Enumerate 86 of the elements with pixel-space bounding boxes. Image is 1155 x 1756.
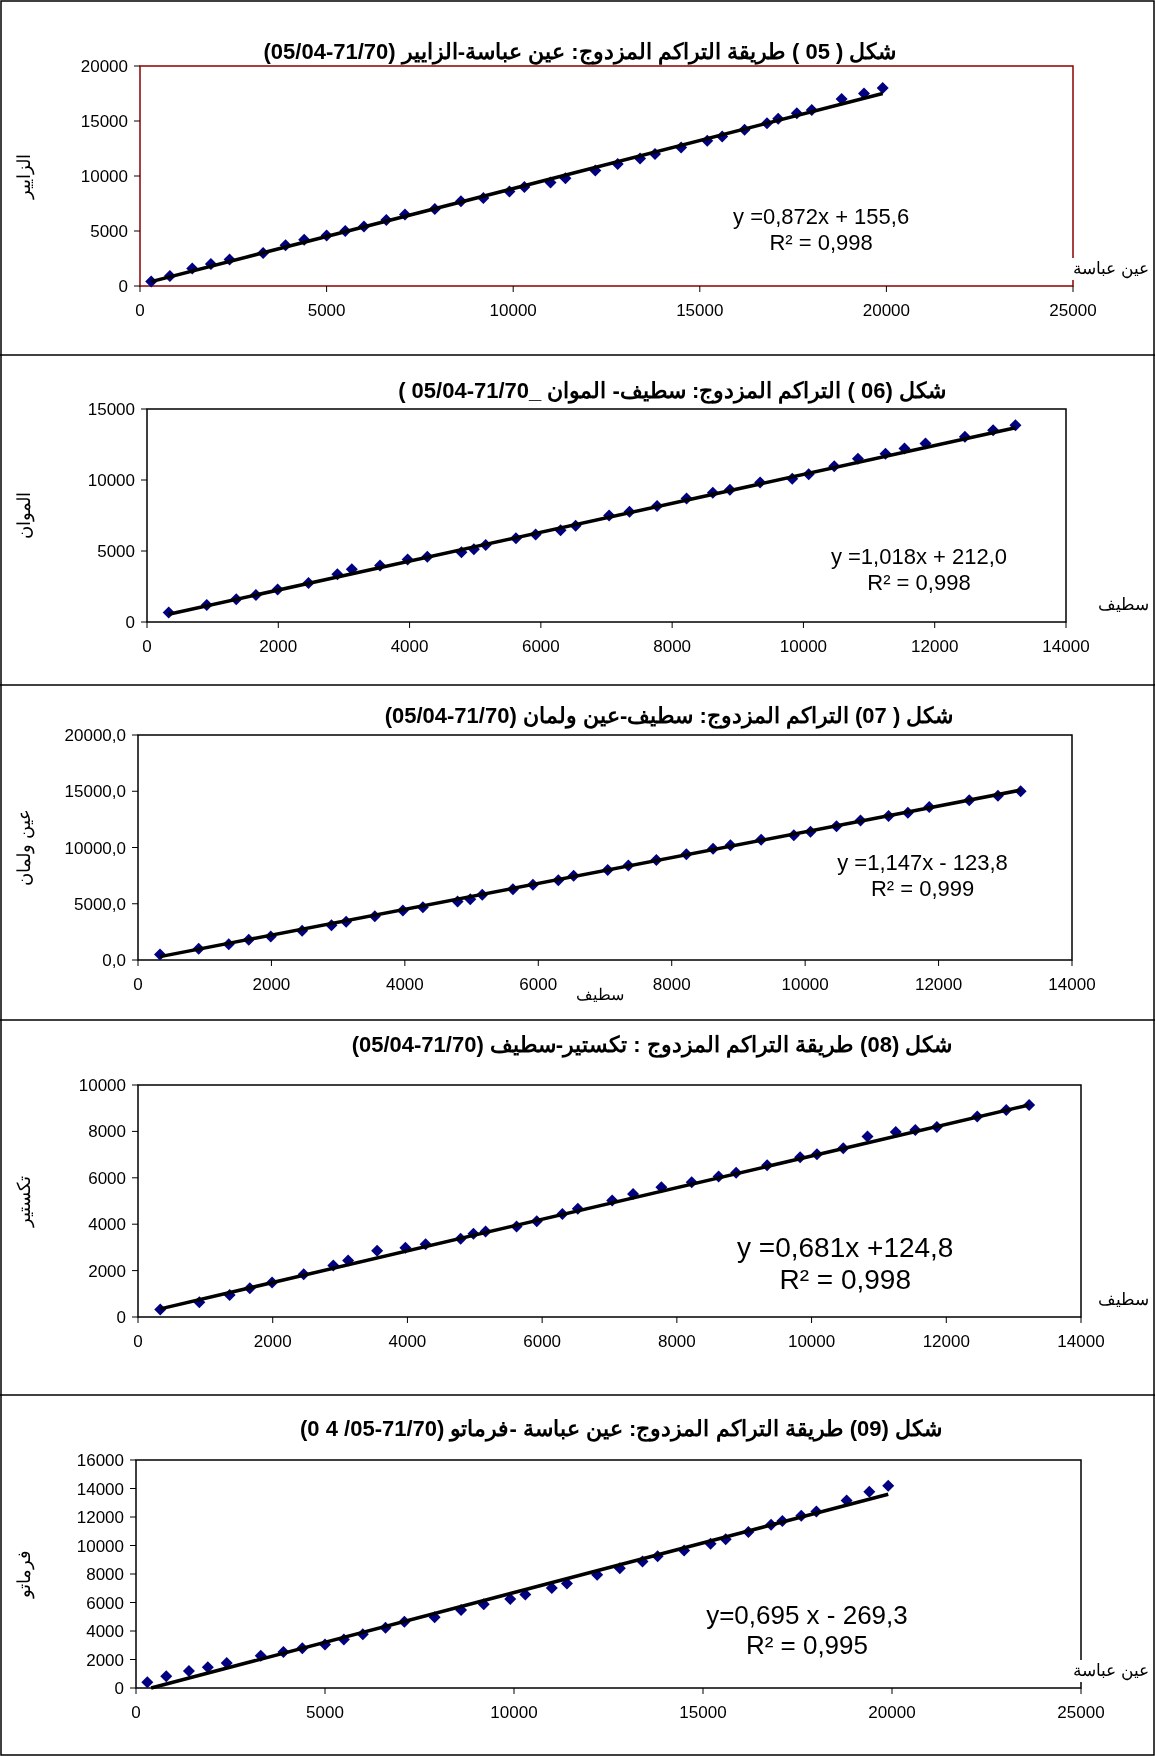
- y-tick-label: 2000: [88, 1261, 126, 1281]
- annotation: R² = 0,999: [870, 876, 975, 901]
- x-tick-label: 12000: [914, 975, 963, 994]
- x-tick-label: 10000: [779, 637, 828, 656]
- y-tick-label: 4000: [88, 1215, 126, 1235]
- annotation: R² = 0,998: [779, 1263, 912, 1295]
- y-tick-label: 4000: [86, 1622, 124, 1641]
- annotation: R² = 0,995: [745, 1630, 869, 1661]
- x-tick-label: 4000: [390, 637, 429, 656]
- y-tick-label: 15000: [87, 400, 135, 419]
- y-axis-title: الزايير: [14, 153, 35, 200]
- x-axis-title: سطيف: [1098, 1290, 1149, 1309]
- y-tick-label: 2000: [86, 1650, 124, 1670]
- chart-title: شكل (08) طريقة التراكم المزدوج : تكستير-سطيف (71/70-05/04): [351, 1032, 953, 1058]
- x-tick-label: 25000: [1049, 301, 1097, 320]
- y-tick-label: 0,0: [102, 951, 126, 970]
- annotation: R² = 0,998: [769, 230, 873, 256]
- y-tick-label: 10000: [76, 1536, 124, 1556]
- x-tick-label: 20000: [862, 301, 911, 320]
- y-tick-label: 16000: [76, 1451, 124, 1470]
- x-tick-label: 5000: [307, 301, 346, 320]
- y-tick-label: 10000,0: [64, 838, 126, 858]
- annotation: y=0,695 x - 269,3: [706, 1600, 908, 1631]
- chart-title: شكل ( 07) التراكم المزدوج: سطيف-عين ولمان (71/70-05/04): [384, 703, 954, 729]
- x-tick-label: 14000: [1042, 637, 1090, 656]
- x-tick-label: 6000: [521, 637, 560, 656]
- x-axis-title: سطيف: [1098, 595, 1149, 614]
- y-tick-label: 10000: [78, 1076, 126, 1095]
- y-tick-label: 20000,0: [64, 726, 126, 745]
- x-tick-label: 20000: [868, 1703, 916, 1722]
- y-axis-title: فرماتو: [14, 1550, 35, 1599]
- x-tick-label: 10000: [781, 975, 829, 994]
- chart-title: شكل (09) طريقة التراكم المزدوج: عين عباسة -فرماتو (71/70-05/ 4 0): [299, 1416, 943, 1442]
- y-axis-title: عين ولمان: [14, 808, 35, 887]
- x-tick-label: 14000: [1057, 1332, 1105, 1351]
- annotation: y =1,018x + 212,0: [830, 544, 1008, 570]
- annotation: y =1,147x - 123,8: [837, 850, 1008, 875]
- y-tick-label: 0: [118, 277, 128, 296]
- y-axis-title: الموان: [14, 492, 35, 539]
- x-axis-title: عين عباسة: [1073, 1661, 1149, 1681]
- annotation: y =0,872x + 155,6: [733, 204, 910, 230]
- x-axis-title: عين عباسة: [1073, 259, 1149, 279]
- x-tick-label: 6000: [519, 975, 558, 994]
- chart-title: شكل ( 05 ) طريقة التراكم المزدوج: عين عباسة-الزايير (71/70-05/04): [263, 39, 897, 65]
- y-tick-label: 20000: [80, 57, 128, 76]
- x-tick-label: 0: [142, 637, 152, 656]
- y-tick-label: 5000,0: [74, 894, 126, 914]
- x-tick-label: 8000: [657, 1332, 696, 1351]
- x-tick-label: 12000: [911, 637, 959, 656]
- x-tick-label: 2000: [252, 975, 291, 994]
- y-tick-label: 14000: [76, 1479, 124, 1499]
- x-tick-label: 5000: [306, 1703, 344, 1722]
- y-tick-label: 6000: [88, 1168, 126, 1188]
- y-tick-label: 0: [114, 1679, 124, 1698]
- y-tick-label: 8000: [88, 1122, 126, 1142]
- x-tick-label: 10000: [787, 1332, 836, 1351]
- x-tick-label: 12000: [922, 1332, 970, 1351]
- y-tick-label: 0: [125, 613, 135, 632]
- y-tick-label: 5000: [90, 222, 128, 241]
- y-tick-label: 6000: [86, 1593, 124, 1613]
- x-axis-title: سطيف: [576, 986, 624, 1003]
- annotation: R² = 0,998: [867, 570, 971, 596]
- annotation: y =0,681x +124,8: [737, 1231, 954, 1263]
- x-tick-label: 25000: [1057, 1703, 1105, 1722]
- y-tick-label: 5000: [97, 542, 135, 561]
- x-tick-label: 15000: [676, 301, 724, 320]
- x-tick-label: 15000: [679, 1703, 727, 1722]
- x-tick-label: 4000: [388, 1332, 427, 1351]
- y-tick-label: 12000: [76, 1508, 124, 1527]
- x-tick-label: 8000: [652, 975, 691, 994]
- x-tick-label: 10000: [489, 301, 537, 320]
- x-tick-label: 10000: [490, 1703, 538, 1722]
- y-axis-title: تكستير: [14, 1175, 35, 1228]
- chart-title: شكل (06 ) التراكم المزدوج: سطيف- الموان _71/70-05/04 ): [398, 378, 946, 404]
- y-tick-label: 0: [116, 1308, 126, 1327]
- x-tick-label: 2000: [253, 1332, 292, 1351]
- x-tick-label: 4000: [385, 975, 424, 994]
- y-tick-label: 15000,0: [64, 782, 126, 802]
- y-tick-label: 15000: [80, 112, 128, 131]
- y-tick-label: 10000: [87, 471, 135, 490]
- x-tick-label: 14000: [1048, 975, 1096, 994]
- x-tick-label: 2000: [259, 637, 298, 656]
- x-tick-label: 8000: [653, 637, 692, 656]
- x-tick-label: 6000: [523, 1332, 562, 1351]
- y-tick-label: 8000: [86, 1565, 124, 1584]
- y-tick-label: 10000: [80, 167, 128, 186]
